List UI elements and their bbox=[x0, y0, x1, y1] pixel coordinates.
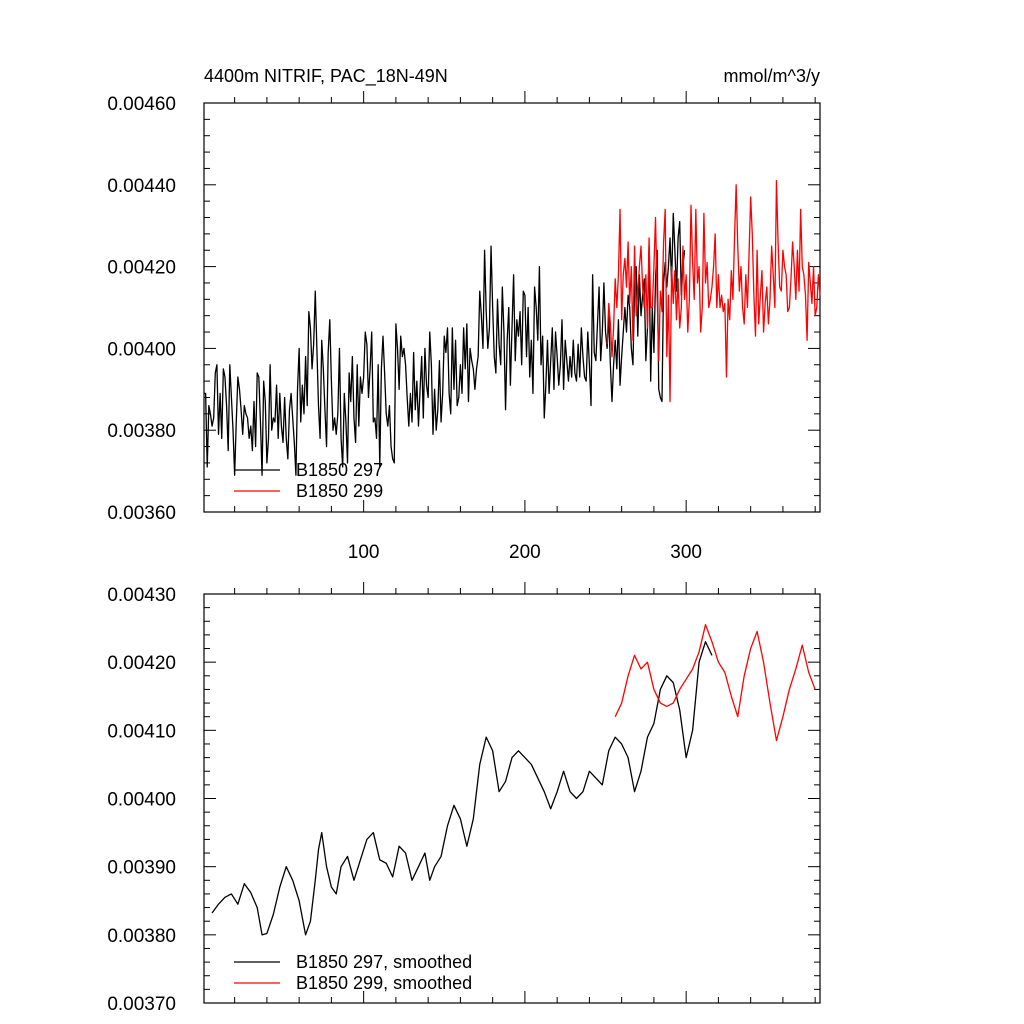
legend-label-297: B1850 297 bbox=[296, 460, 383, 480]
bottom-plot-frame bbox=[203, 593, 821, 1004]
top-plot-frame bbox=[203, 102, 821, 513]
bottom-panel: 0.00370 0.00380 0.00390 0.00400 0.00410 0.004… bbox=[107, 582, 821, 1015]
bottom-legend: B1850 297, smoothed B1850 299, smoothed bbox=[234, 952, 472, 993]
y-tick-label: 0.00380 bbox=[107, 421, 176, 442]
y-tick-label: 0.00420 bbox=[107, 258, 176, 279]
series-line-b1850-299 bbox=[606, 180, 821, 403]
y-tick-label: 0.00420 bbox=[107, 653, 176, 674]
y-tick-label: 0.00380 bbox=[107, 926, 176, 947]
top-panel: 4400m NITRIF, PAC_18N-49N mmol/m^3/y 0.0… bbox=[107, 66, 821, 563]
top-legend: B1850 297 B1850 299 bbox=[234, 460, 383, 501]
legend-label-299: B1850 299 bbox=[296, 481, 383, 501]
series-line-b1850-297-smoothed bbox=[211, 641, 713, 936]
legend-label-297-smoothed: B1850 297, smoothed bbox=[296, 952, 472, 972]
y-tick-label: 0.00400 bbox=[107, 339, 176, 360]
y-tick-label: 0.00410 bbox=[107, 721, 176, 742]
x-tick-label: 300 bbox=[670, 542, 702, 563]
y-tick-label: 0.00400 bbox=[107, 790, 176, 811]
top-plot-area: 0.00360 0.00380 0.00400 0.00420 0.00440 0.004… bbox=[107, 91, 821, 563]
x-tick-label: 100 bbox=[348, 542, 380, 563]
y-tick-label: 0.00390 bbox=[107, 858, 176, 879]
bottom-plot-area: 0.00370 0.00380 0.00390 0.00400 0.00410 0.004… bbox=[107, 582, 821, 1015]
series-line-b1850-299-smoothed bbox=[614, 624, 816, 742]
top-title-left: 4400m NITRIF, PAC_18N-49N bbox=[204, 66, 448, 87]
y-tick-label: 0.00360 bbox=[107, 503, 176, 524]
y-tick-label: 0.00370 bbox=[107, 994, 176, 1015]
legend-label-299-smoothed: B1850 299, smoothed bbox=[296, 973, 472, 993]
y-tick-label: 0.00440 bbox=[107, 176, 176, 197]
series-line-b1850-297 bbox=[204, 212, 686, 476]
y-tick-label: 0.00460 bbox=[107, 94, 176, 115]
top-title-right: mmol/m^3/y bbox=[724, 66, 820, 86]
y-tick-label: 0.00430 bbox=[107, 585, 176, 606]
x-tick-label: 200 bbox=[509, 542, 541, 563]
